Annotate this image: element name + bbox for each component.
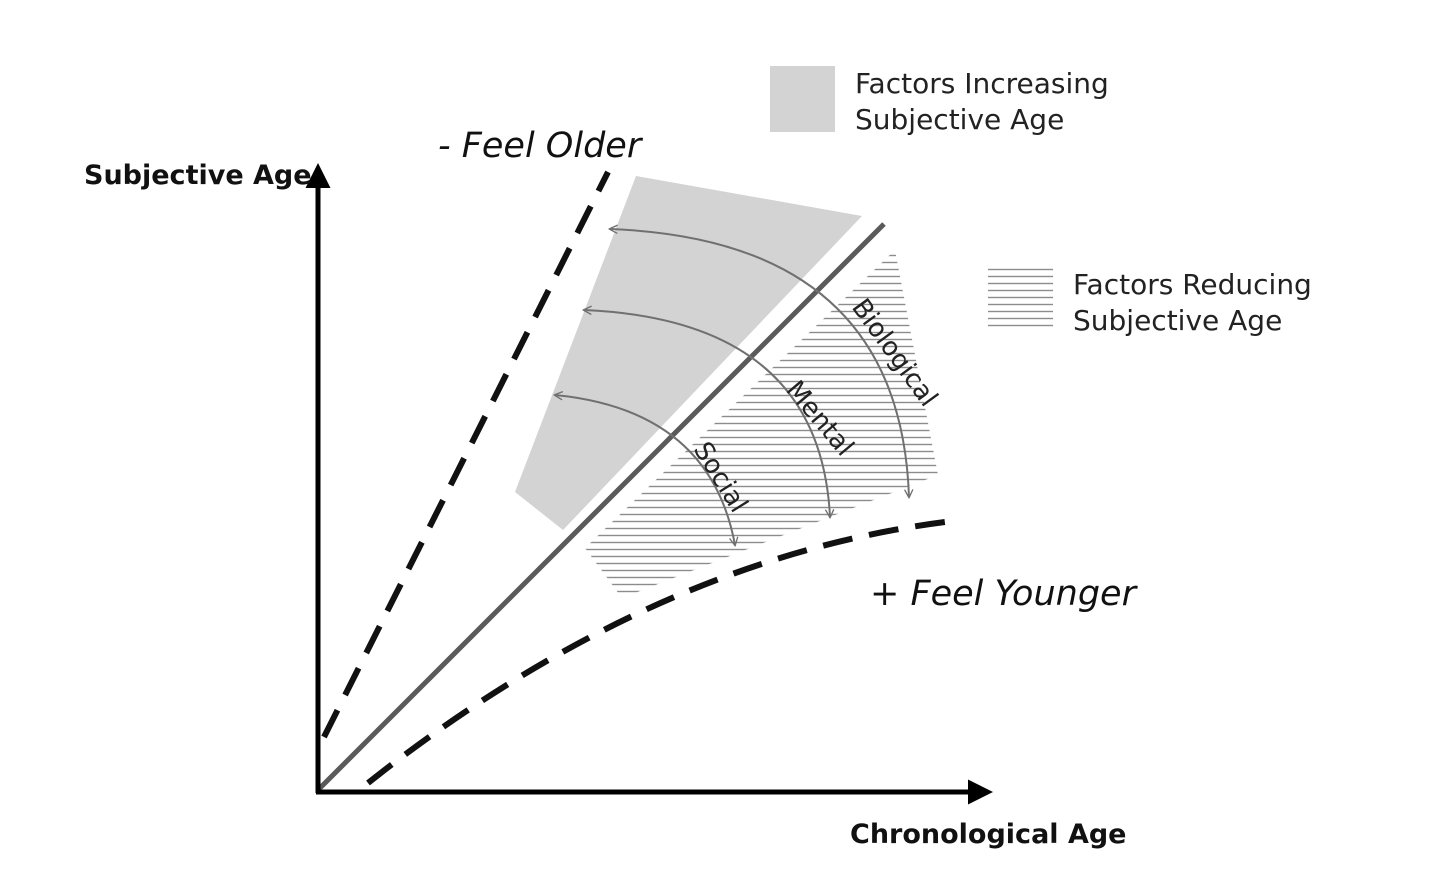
biological-arrow bbox=[610, 229, 909, 497]
younger-boundary-line bbox=[366, 519, 946, 786]
legend-reducing-swatch bbox=[988, 268, 1053, 330]
feel-older-label: - Feel Older bbox=[438, 126, 644, 166]
legend-reducing-line1: Factors Reducing bbox=[1073, 268, 1312, 301]
legend-increasing-line2: Subjective Age bbox=[855, 103, 1064, 136]
legend-reducing-line2: Subjective Age bbox=[1073, 304, 1282, 337]
older-boundary-line bbox=[321, 170, 611, 739]
y-axis-label: Subjective Age bbox=[84, 160, 312, 191]
x-axis-label: Chronological Age bbox=[850, 819, 1126, 850]
legend-increasing-line1: Factors Increasing bbox=[855, 67, 1109, 100]
legend-increasing-swatch bbox=[770, 66, 835, 132]
feel-younger-label: + Feel Younger bbox=[870, 574, 1139, 614]
